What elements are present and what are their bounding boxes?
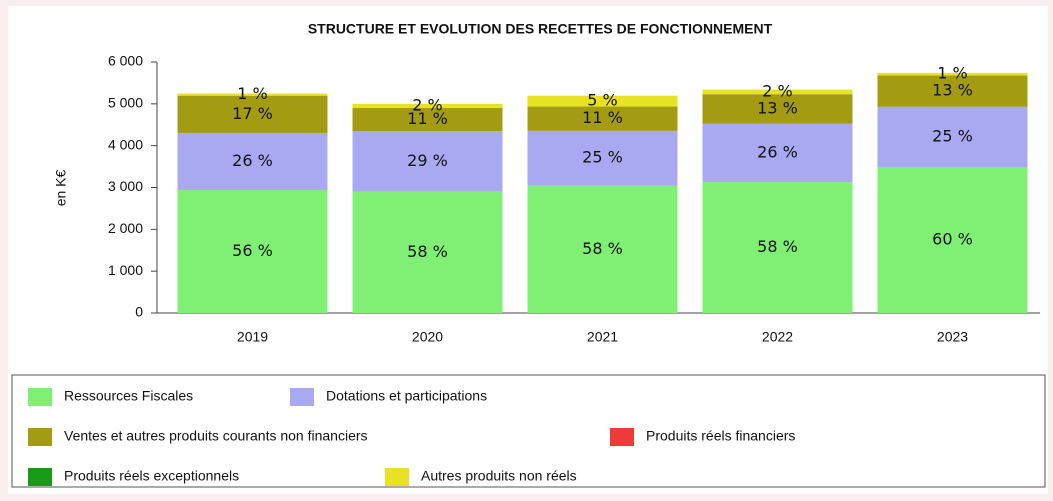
share-label: 58 % xyxy=(582,239,623,258)
share-label: 13 % xyxy=(757,98,798,117)
bar-segment xyxy=(702,182,853,313)
y-tick-label: 3 000 xyxy=(108,178,143,194)
legend-swatch xyxy=(385,468,409,486)
x-tick-label: 2021 xyxy=(587,329,618,345)
share-label: 25 % xyxy=(582,148,623,167)
legend-swatch xyxy=(28,468,52,486)
legend-label: Autres produits non réels xyxy=(421,468,577,484)
share-label: 2 % xyxy=(762,81,792,100)
bar-segment xyxy=(702,123,853,183)
y-tick-label: 2 000 xyxy=(108,220,143,236)
legend-label: Produits réels financiers xyxy=(646,428,795,444)
share-label: 26 % xyxy=(232,151,273,170)
legend-swatch xyxy=(290,388,314,406)
y-tick-label: 1 000 xyxy=(108,262,143,278)
legend-label: Dotations et participations xyxy=(326,388,487,404)
x-tick-label: 2019 xyxy=(237,329,268,345)
share-label: 17 % xyxy=(232,104,273,123)
bar-segment xyxy=(177,190,328,313)
share-label: 11 % xyxy=(407,109,448,128)
x-tick-label: 2023 xyxy=(937,329,968,345)
share-label: 25 % xyxy=(932,127,973,146)
share-label: 11 % xyxy=(582,108,623,127)
y-tick-label: 5 000 xyxy=(108,95,143,111)
x-tick-label: 2020 xyxy=(412,329,443,345)
bar-segment xyxy=(352,103,503,109)
bar-segment xyxy=(177,95,328,133)
bar-segment xyxy=(702,89,853,95)
legend-box xyxy=(11,374,1046,488)
share-label: 56 % xyxy=(232,241,273,260)
bar-segment xyxy=(877,72,1028,76)
bar-segment xyxy=(177,132,328,191)
bar-segment xyxy=(527,95,678,107)
share-label: 26 % xyxy=(757,142,798,161)
bar-segment xyxy=(527,106,678,131)
x-tick-label: 2022 xyxy=(762,329,793,345)
bar-segment xyxy=(877,167,1028,313)
bar-segment xyxy=(527,130,678,186)
bar-segment xyxy=(352,131,503,192)
share-label: 58 % xyxy=(407,242,448,261)
bar-segment xyxy=(527,185,678,313)
bar-segment xyxy=(877,106,1028,168)
legend-swatch xyxy=(28,428,52,446)
y-axis-label: en K€ xyxy=(53,169,69,206)
share-label: 13 % xyxy=(932,81,973,100)
legend-label: Ventes et autres produits courants non f… xyxy=(64,428,368,444)
share-label: 5 % xyxy=(587,91,617,110)
bar-segment xyxy=(877,75,1028,107)
chart-title: STRUCTURE ET EVOLUTION DES RECETTES DE F… xyxy=(308,21,773,37)
y-tick-label: 6 000 xyxy=(108,53,143,69)
legend-swatch xyxy=(28,388,52,406)
legend-swatch xyxy=(610,428,634,446)
bar-segment xyxy=(352,108,503,132)
share-label: 2 % xyxy=(412,95,442,114)
legend-label: Produits réels exceptionnels xyxy=(64,468,239,484)
share-label: 58 % xyxy=(757,237,798,256)
y-tick-label: 0 xyxy=(135,304,143,320)
share-label: 1 % xyxy=(937,64,967,83)
bar-segment xyxy=(177,93,328,96)
share-label: 1 % xyxy=(237,84,267,103)
y-tick-label: 4 000 xyxy=(108,136,143,152)
bar-segment xyxy=(702,94,853,124)
bar-segment xyxy=(352,191,503,313)
share-label: 29 % xyxy=(407,151,448,170)
legend-label: Ressources Fiscales xyxy=(64,388,193,404)
share-label: 60 % xyxy=(932,230,973,249)
